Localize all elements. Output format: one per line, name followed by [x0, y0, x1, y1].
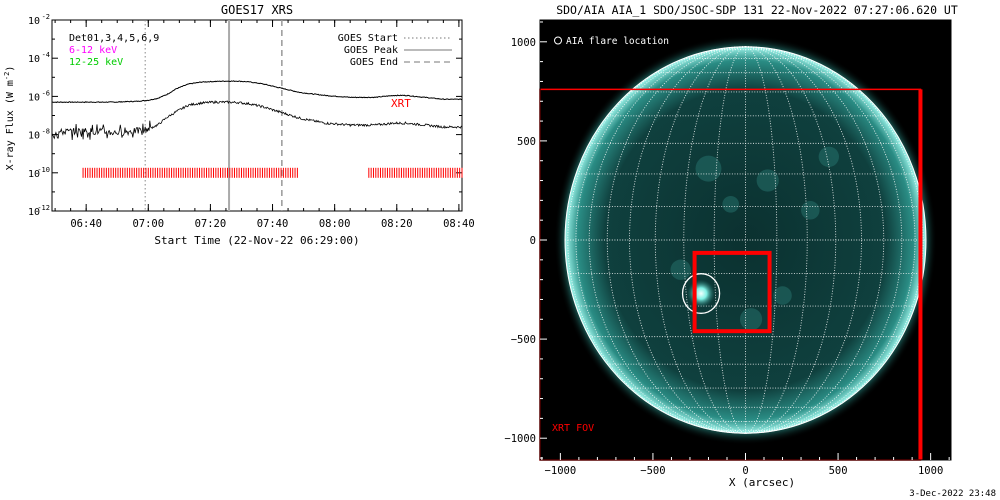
goes-x-tick-label: 08:40: [443, 218, 475, 230]
flare-location-circle: [681, 273, 721, 314]
active-region-glow: [773, 286, 792, 305]
solar-longitude-gridline: [567, 46, 746, 434]
goes-y-tick-label: 10: [28, 92, 40, 103]
aia-flare-legend-label: AIA flare location: [566, 36, 669, 47]
active-region-glow: [818, 146, 839, 167]
xrt-pointing-box: [692, 250, 772, 334]
aia-image-title: SDO/AIA AIA_1 SDO/JSOC-SDP 131 22-Nov-20…: [556, 3, 958, 17]
goes-y-tick-exponent: -4: [42, 51, 50, 59]
goes-chart-title: GOES17 XRS: [221, 3, 293, 17]
goes-y-tick-label: 10: [28, 16, 40, 27]
legend-goes-end-label: GOES End: [350, 57, 398, 68]
solar-longitude-gridline: [683, 46, 746, 434]
aia-x-tick-label: 0: [742, 465, 748, 477]
solar-longitude-gridline: [745, 46, 924, 434]
creation-timestamp: 3-Dec-2022 23:48: [909, 489, 996, 499]
active-region-glow: [801, 201, 820, 220]
channel-label-high: 12-25 keV: [69, 57, 123, 68]
goes-y-tick-exponent: -8: [42, 128, 50, 136]
solar-longitude-gridline: [745, 46, 778, 434]
aia-y-tick-label: 500: [517, 136, 536, 148]
goes-y-tick-exponent: -2: [42, 13, 50, 21]
channel-label-low: 6-12 keV: [69, 45, 117, 56]
legend-goes-peak-label: GOES Peak: [344, 45, 398, 56]
aia-x-tick-label: −1000: [545, 465, 577, 477]
solar-longitude-gridline: [713, 46, 746, 434]
goes-x-axis-label: Start Time (22-Nov-22 06:29:00): [154, 234, 359, 247]
aia-x-tick-label: 1000: [918, 465, 943, 477]
goes-flux-series-line: [52, 80, 463, 104]
detector-label: Det01,3,4,5,6,9: [69, 33, 159, 44]
aia-x-axis-label: X (arcsec): [729, 476, 795, 489]
goes-xrs-panel: GOES17 XRS 10-210-410-610 -810-1010-1206:…: [3, 3, 475, 247]
legend-goes-start-label: GOES Start: [338, 33, 398, 44]
goes-y-axis-label: X-ray Flux (W m-2): [3, 66, 16, 171]
xrt-coverage-label: XRT: [391, 97, 411, 110]
goes-y-tick-exponent: -12: [37, 204, 50, 212]
aia-image-panel: SDO/AIA AIA_1 SDO/JSOC-SDP 131 22-Nov-20…: [504, 3, 996, 499]
aia-x-tick-label: −500: [640, 465, 665, 477]
goes-x-tick-label: 07:40: [257, 218, 289, 230]
aia-y-tick-label: −500: [511, 334, 536, 346]
goes-plot-frame: [51, 19, 463, 212]
active-region-glow: [670, 259, 691, 280]
active-region-glow: [739, 308, 763, 331]
goes-y-tick-label: 10: [28, 131, 40, 142]
goes-x-tick-label: 08:20: [381, 218, 413, 230]
aia-y-tick-label: 1000: [511, 37, 536, 49]
goes-x-tick-label: 08:00: [319, 218, 351, 230]
goes-y-tick-label: 10: [28, 169, 40, 180]
goes-x-tick-label: 07:00: [132, 218, 164, 230]
aia-y-tick-label: 0: [530, 235, 536, 247]
flare-bright-kernel: [687, 279, 716, 308]
active-region-glow: [756, 169, 779, 192]
goes-x-tick-label: 07:20: [195, 218, 227, 230]
aia-y-tick-label: −1000: [504, 433, 536, 445]
goes-legend: GOES Start GOES Peak GOES End: [338, 33, 452, 68]
aia-plot-area: [539, 35, 937, 461]
goes-y-tick-label: 10: [28, 54, 40, 65]
aia-x-tick-label: 500: [829, 465, 848, 477]
solar-longitude-gridline: [745, 46, 837, 434]
solar-limb: [564, 46, 927, 434]
goes-y-tick-exponent: -10: [37, 166, 50, 174]
active-region-glow: [722, 195, 740, 213]
solar-longitude-gridline: [745, 46, 808, 434]
goes-x-tick-label: 06:40: [70, 218, 102, 230]
solar-longitude-gridline: [654, 46, 746, 434]
goes-flux-series-line: [51, 100, 463, 141]
goes-y-tick-exponent: -6: [42, 89, 50, 97]
aia-flare-legend-marker: [554, 36, 562, 45]
goes-y-tick-label: 10: [28, 207, 40, 218]
active-region-glow: [695, 155, 722, 182]
xrt-fov-label: XRT FOV: [552, 423, 594, 434]
